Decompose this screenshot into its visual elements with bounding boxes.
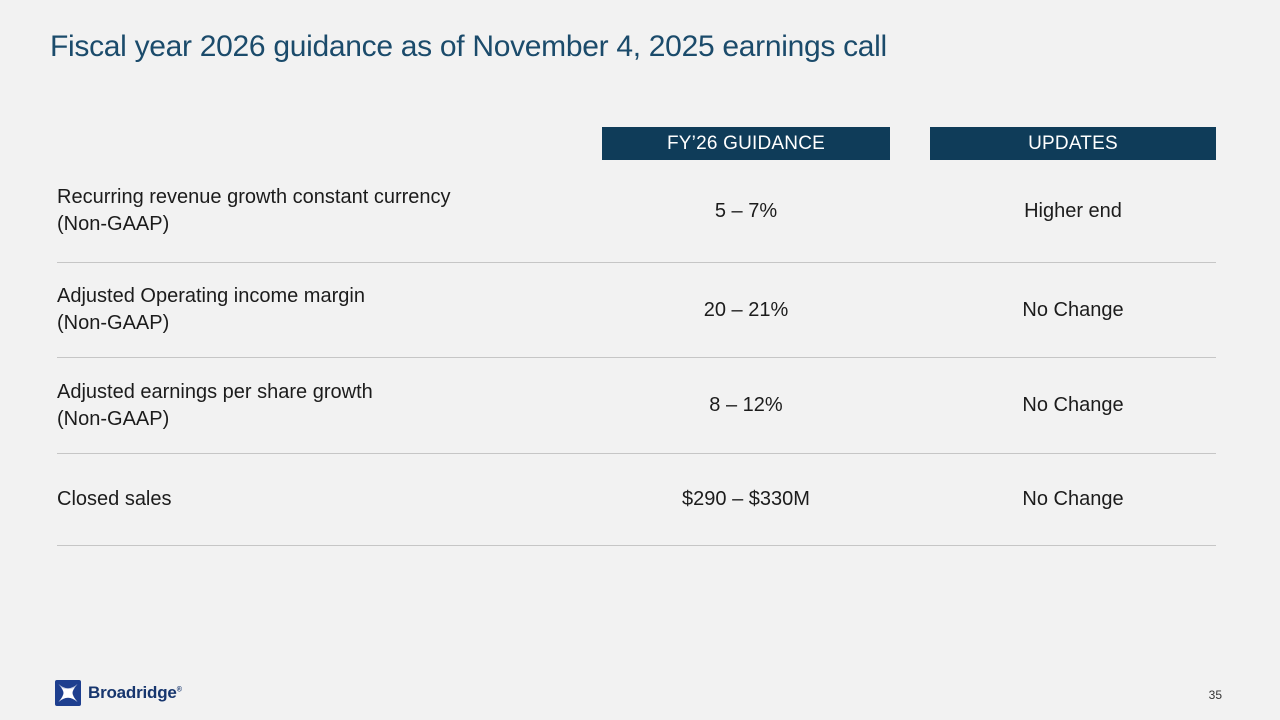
row-update-value: Higher end	[1024, 199, 1122, 222]
row-guidance-value: 5 – 7%	[714, 199, 778, 222]
page-number: 35	[1208, 688, 1222, 702]
row-label-line2: (Non-GAAP)	[57, 312, 170, 334]
table-header-row: FY’26 GUIDANCE UPDATES	[57, 127, 1216, 160]
logo-text: Broadridge	[88, 683, 177, 702]
row-guidance-value: $290 – $330M	[682, 488, 810, 510]
row-update-value: No Change	[1022, 488, 1124, 510]
table-row: Recurring revenue growth constant curren…	[57, 160, 1216, 263]
header-spacer	[57, 127, 602, 160]
row-label-line2: (Non-GAAP)	[57, 213, 170, 235]
row-label-line2: (Non-GAAP)	[57, 407, 170, 430]
registered-mark: ®	[176, 686, 182, 694]
row-guidance-value: 20 – 21%	[703, 298, 789, 321]
table-row: Adjusted earnings per share growth (Non-…	[57, 358, 1216, 454]
row-guidance-value: 8 – 12%	[709, 394, 783, 416]
row-label: Adjusted Operating income margin (Non-GA…	[57, 283, 602, 337]
row-update-value: No Change	[1022, 298, 1124, 321]
row-label-line1: Recurring revenue growth constant curren…	[57, 186, 451, 208]
guidance-table: FY’26 GUIDANCE UPDATES Recurring revenue…	[57, 127, 1216, 546]
row-update-value: No Change	[1022, 394, 1124, 416]
table-row: Adjusted Operating income margin (Non-GA…	[57, 263, 1216, 358]
column-header-updates: UPDATES	[930, 127, 1216, 160]
row-label-line1: Adjusted earnings per share growth	[57, 380, 373, 403]
page-title: Fiscal year 2026 guidance as of November…	[50, 30, 887, 63]
header-gap	[890, 127, 930, 160]
column-header-fy26-guidance: FY’26 GUIDANCE	[602, 127, 890, 160]
table-row: Closed sales $290 – $330M No Change	[57, 454, 1216, 546]
broadridge-logo: Broadridge®	[55, 680, 182, 706]
row-label: Adjusted earnings per share growth (Non-…	[57, 379, 602, 433]
broadridge-logo-icon	[55, 680, 81, 706]
row-label: Recurring revenue growth constant curren…	[57, 184, 602, 238]
broadridge-logo-wordmark: Broadridge®	[88, 683, 182, 703]
row-label-line1: Closed sales	[57, 488, 172, 510]
row-label-line1: Adjusted Operating income margin	[57, 285, 365, 307]
row-label: Closed sales	[57, 486, 602, 513]
